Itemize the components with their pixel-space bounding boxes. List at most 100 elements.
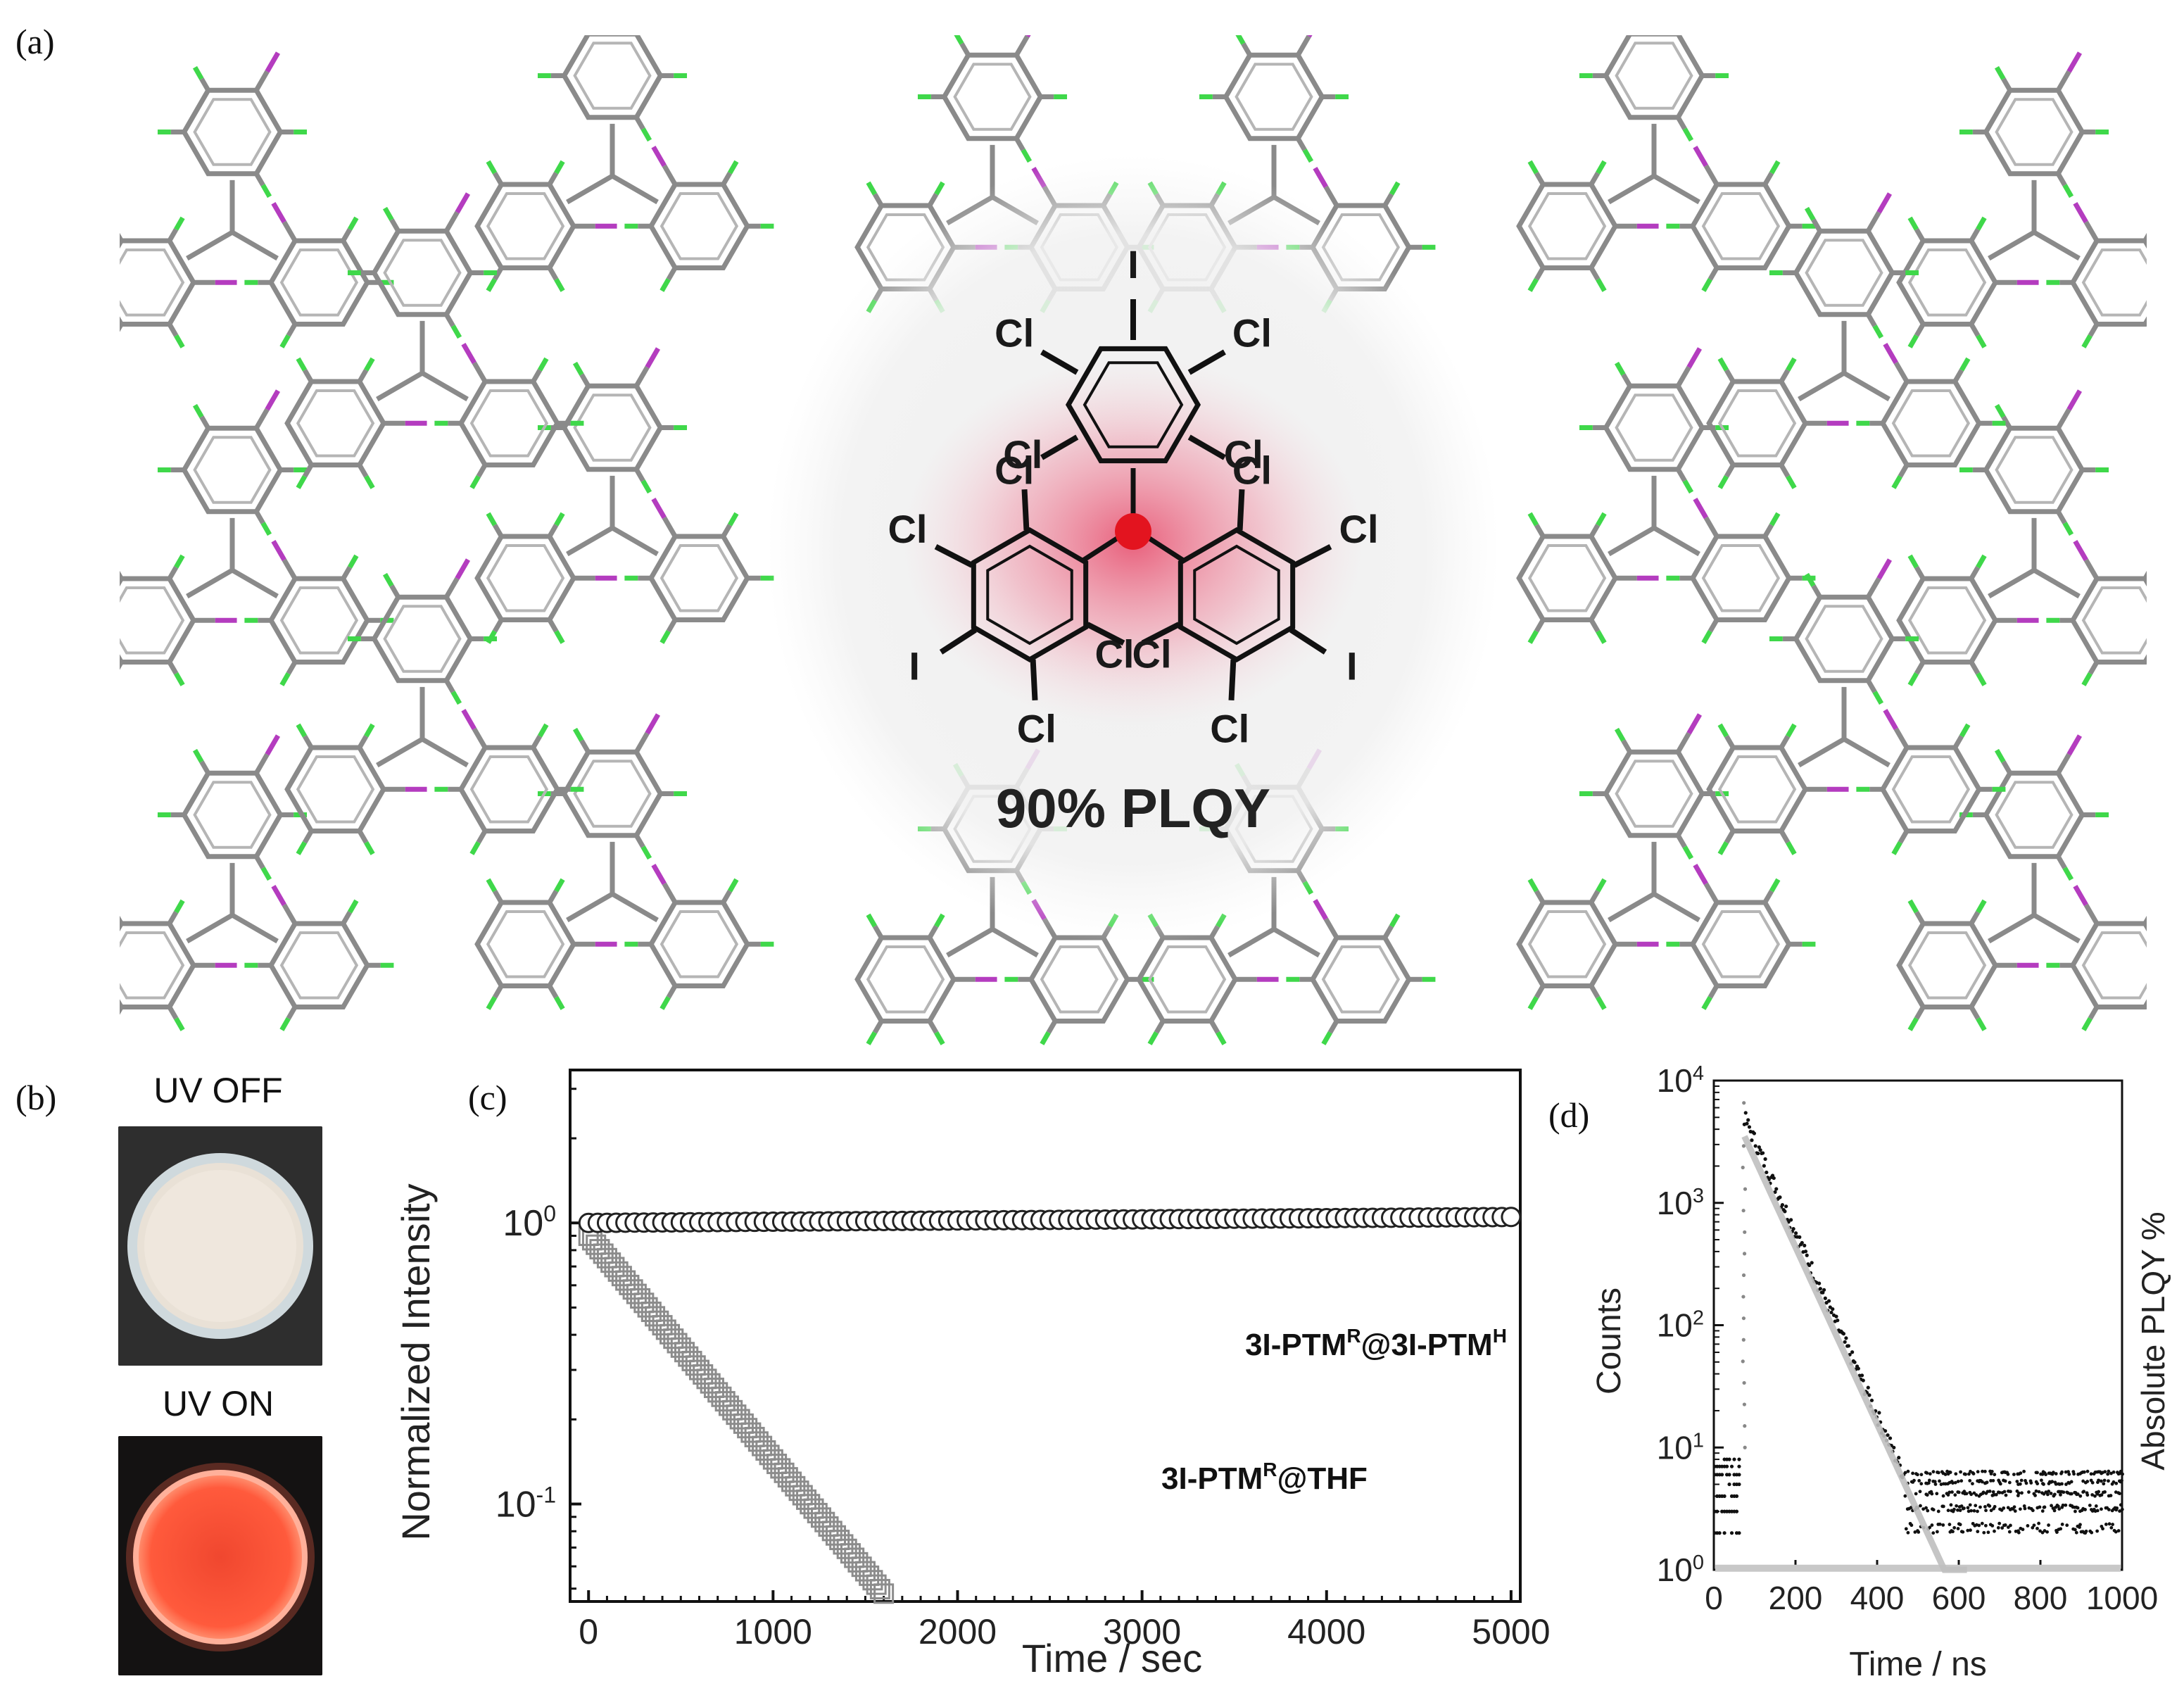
d-point-tail: [2012, 1505, 2016, 1509]
d-point-pre: [1722, 1531, 1727, 1535]
d-point-tail: [1930, 1523, 1934, 1527]
d-point-tail: [2106, 1472, 2110, 1476]
d-point-tail: [2061, 1503, 2065, 1507]
d-point-tail: [2085, 1480, 2090, 1483]
d-point-tail: [2022, 1504, 2026, 1508]
d-point-rise: [1741, 1273, 1746, 1278]
d-point-decay: [1834, 1314, 1838, 1318]
d-point-tail: [2052, 1492, 2057, 1497]
d-ytick-label: 100: [1657, 1552, 1704, 1588]
d-point-decay: [1888, 1436, 1893, 1440]
d-point-tail: [1917, 1530, 1921, 1534]
d-point-tail: [2107, 1522, 2112, 1526]
d-point-tail: [1928, 1472, 1932, 1476]
d-point-tail: [1964, 1492, 1969, 1496]
c-ytick-label: 100: [503, 1201, 556, 1244]
d-point-tail: [1941, 1504, 1945, 1509]
d-point-decay: [1803, 1243, 1807, 1247]
d-point-tail: [2100, 1507, 2103, 1511]
d-point-tail: [1986, 1530, 1990, 1535]
d-point-tail: [2078, 1525, 2081, 1529]
d-point-tail: [1926, 1481, 1931, 1485]
d-point-tail: [2120, 1478, 2123, 1483]
molecule-atom-label: Cl: [1224, 432, 1263, 477]
d-point-decay: [1867, 1393, 1871, 1397]
d-point-tail: [1903, 1494, 1907, 1498]
d-point-tail: [2074, 1530, 2078, 1535]
d-point-tail: [1924, 1506, 1928, 1510]
d-point-decay: [1752, 1131, 1757, 1135]
d-point-tail: [1958, 1523, 1962, 1527]
d-point-tail: [2093, 1494, 2097, 1498]
d-point-decay: [1818, 1287, 1822, 1291]
d-point-tail: [1990, 1469, 1994, 1473]
d-point-tail: [1919, 1473, 1924, 1477]
d-point-decay: [1846, 1344, 1850, 1348]
d-point-rise: [1741, 1165, 1745, 1170]
panel-b-label: (b): [15, 1078, 57, 1117]
d-point-rise: [1741, 1338, 1746, 1342]
d-point-rise: [1742, 1380, 1746, 1385]
d-point-decay: [1829, 1310, 1833, 1315]
d-xtick-label: 0: [1705, 1580, 1723, 1616]
d-point-decay: [1897, 1456, 1901, 1460]
d-point-tail: [2007, 1480, 2012, 1485]
c-point-thf: [869, 1578, 890, 1599]
d-point-tail: [1953, 1480, 1957, 1485]
c-ylabel: Normalized Intensity: [394, 1183, 438, 1540]
c-xtick-label: 0: [579, 1612, 598, 1651]
d-point-tail: [2073, 1509, 2077, 1513]
d-point-tail: [2060, 1470, 2064, 1474]
d-point-tail: [2101, 1527, 2104, 1531]
d-point-tail: [1917, 1479, 1921, 1483]
d-point-tail: [2059, 1492, 2062, 1497]
d-point-decay: [1765, 1170, 1769, 1175]
d-point-tail: [2007, 1530, 2012, 1534]
d-point-decay: [1743, 1111, 1748, 1115]
c-ytick-label: 10-1: [495, 1483, 556, 1525]
d-point-tail: [1997, 1521, 2002, 1525]
d-point-tail: [1982, 1530, 1986, 1535]
d-point-tail: [1931, 1470, 1936, 1474]
d-xtick-label: 400: [1850, 1580, 1905, 1616]
d-point-tail: [2050, 1480, 2054, 1484]
d-point-tail: [2038, 1505, 2042, 1509]
d-point-tail: [2097, 1478, 2100, 1483]
d-point-tail: [1935, 1492, 1939, 1496]
d-point-tail: [1906, 1530, 1910, 1535]
d-point-tail: [2003, 1523, 2007, 1527]
d-point-tail: [1948, 1523, 1952, 1526]
d-point-tail: [1961, 1530, 1965, 1534]
d-point-tail: [1953, 1493, 1957, 1497]
d-point-tail: [1904, 1527, 1908, 1531]
d-point-tail: [2100, 1493, 2104, 1497]
d-point-decay: [1750, 1138, 1754, 1143]
molecule-atom-label: Cl: [1003, 432, 1042, 477]
d-point-tail: [2090, 1530, 2094, 1535]
d-point-tail: [2022, 1469, 2026, 1473]
d-point-tail: [2118, 1492, 2121, 1496]
d-point-tail: [1926, 1509, 1930, 1513]
d-point-decay: [1807, 1263, 1812, 1268]
d-point-tail: [2034, 1489, 2038, 1493]
d-point-tail: [2029, 1481, 2033, 1485]
d-point-tail: [1912, 1478, 1916, 1483]
d-point-tail: [1956, 1508, 1959, 1512]
d-point-tail: [2042, 1483, 2045, 1486]
d-point-tail: [1983, 1505, 1987, 1509]
d-point-tail: [1988, 1490, 1992, 1493]
d-point-tail: [1972, 1509, 1976, 1513]
d-point-decay: [1763, 1157, 1767, 1162]
d-point-tail: [2082, 1490, 2086, 1494]
d-point-tail: [2052, 1509, 2057, 1513]
d-point-tail: [1951, 1481, 1955, 1485]
d-point-tail: [2090, 1493, 2095, 1497]
d-point-tail: [2012, 1473, 2016, 1476]
d-point-tail: [2037, 1521, 2041, 1525]
d-point-decay: [1844, 1336, 1848, 1340]
d-point-tail: [2120, 1507, 2124, 1511]
d-point-tail: [1933, 1480, 1937, 1484]
d-point-pre: [1737, 1457, 1741, 1461]
d-point-tail: [1906, 1469, 1910, 1473]
